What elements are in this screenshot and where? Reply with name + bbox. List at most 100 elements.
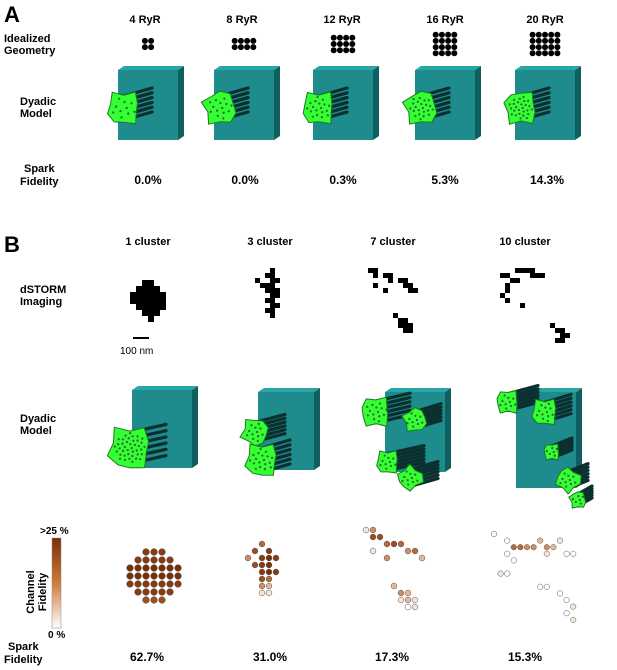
ryr-site: [230, 104, 233, 107]
ryr-fidelity-dot: [369, 533, 377, 541]
dstorm-pixel: [130, 298, 166, 304]
ryr-dot: [542, 50, 548, 57]
ryr-site: [124, 434, 127, 437]
membrane-side: [475, 66, 481, 140]
ryr-dot: [554, 37, 561, 44]
membrane-top: [132, 386, 198, 390]
column-label-3-cluster: 3 cluster: [247, 236, 293, 248]
ryr-site: [271, 456, 274, 459]
ryr-site: [563, 472, 566, 475]
ryr-site: [143, 445, 146, 448]
dstorm-pixel: [505, 298, 510, 303]
ryr-site: [523, 99, 526, 103]
ryr-site: [513, 109, 516, 112]
ryr-site: [414, 414, 417, 417]
ryr-channel-rod: [408, 460, 440, 472]
ryr-site: [553, 454, 556, 457]
ryr-site: [418, 113, 421, 116]
ryr-site: [424, 103, 428, 106]
ryr-site: [133, 443, 136, 446]
ryr-dot: [548, 37, 555, 44]
ryr-site: [508, 400, 511, 404]
ryr-site: [410, 476, 413, 480]
ryr-site: [416, 479, 419, 482]
ryr-site: [249, 459, 252, 462]
ryr-site: [118, 97, 121, 100]
ryr-site: [408, 417, 411, 421]
fidelity-map-10-cluster: [490, 530, 577, 623]
ryr-site: [545, 449, 548, 453]
dstorm-pixel: [398, 278, 408, 283]
ryr-fidelity-dot: [411, 547, 419, 555]
spark-fidelity-1-cluster: 62.7%: [130, 650, 164, 664]
ryr-site: [309, 110, 313, 113]
ryr-fidelity-dot: [517, 544, 524, 551]
ryr-site: [258, 461, 261, 464]
ryr-site: [131, 454, 134, 458]
ryr-site: [416, 422, 420, 426]
ryr-site: [429, 104, 432, 108]
ryr-fidelity-dot: [142, 588, 150, 596]
ryr-dot: [432, 31, 439, 38]
ryr-site: [547, 415, 550, 418]
ryr-site: [261, 454, 264, 457]
ryr-dot: [432, 44, 439, 51]
membrane-side: [314, 388, 320, 470]
dyadic-model-10-cluster: [496, 384, 594, 509]
ryr-site: [383, 454, 386, 457]
ryr-site: [141, 437, 144, 440]
ryr-site: [377, 420, 381, 423]
ryr-site: [419, 415, 422, 418]
ryr-site: [325, 109, 328, 112]
row-label-spark-fidelity-a: Spark Fidelity: [20, 163, 59, 188]
ryr-cluster-surface: [244, 443, 277, 476]
ryr-site: [128, 457, 131, 460]
ryr-fidelity-dot: [523, 544, 531, 551]
ryr-site: [264, 463, 267, 466]
ryr-fidelity-dot: [258, 554, 266, 562]
ryr-site: [266, 455, 269, 458]
ryr-dot: [330, 47, 337, 54]
ryr-site: [368, 409, 372, 413]
ryr-site: [504, 403, 507, 406]
ryr-dot: [141, 37, 148, 44]
dstorm-1-cluster: [130, 280, 166, 322]
ryr-site: [121, 442, 124, 445]
ryr-cluster-surface: [200, 90, 237, 125]
ryr-fidelity-dot: [510, 557, 517, 564]
panel-b-label: B: [4, 232, 20, 257]
ryr-cluster-surface: [361, 396, 389, 428]
ryr-site: [221, 106, 224, 110]
ryr-site: [261, 433, 264, 436]
ryr-fidelity-dot: [272, 554, 280, 562]
ryr-site: [505, 407, 508, 410]
ryr-site: [394, 463, 397, 466]
ryr-site: [259, 465, 262, 469]
membrane-top: [118, 66, 184, 70]
ryr-site: [407, 483, 410, 486]
ryr-fidelity-dot: [404, 596, 412, 604]
ryr-site: [212, 105, 215, 108]
membrane-top: [214, 66, 280, 70]
ryr-fidelity-dot: [272, 568, 280, 576]
dstorm-pixel: [270, 268, 275, 273]
dstorm-pixel: [515, 268, 535, 273]
ryr-site: [311, 105, 315, 109]
ryr-dot: [336, 47, 343, 54]
ryr-site: [427, 113, 431, 116]
ryr-site: [264, 450, 267, 453]
ryr-site: [120, 116, 123, 119]
ryr-site: [140, 441, 143, 444]
ryr-fidelity-dot: [251, 547, 259, 555]
ryr-site: [133, 110, 136, 113]
spark-fidelity-10-cluster: 15.3%: [508, 650, 542, 664]
dstorm-pixel: [555, 328, 565, 333]
ryr-site: [222, 111, 225, 114]
ryr-site: [119, 110, 122, 113]
ryr-fidelity-dot: [550, 544, 557, 551]
ryr-fidelity-dot: [362, 526, 370, 534]
ryr-site: [248, 429, 251, 433]
ryr-site: [382, 413, 386, 416]
ryr-dot: [250, 44, 257, 51]
ryr-site: [571, 497, 574, 501]
